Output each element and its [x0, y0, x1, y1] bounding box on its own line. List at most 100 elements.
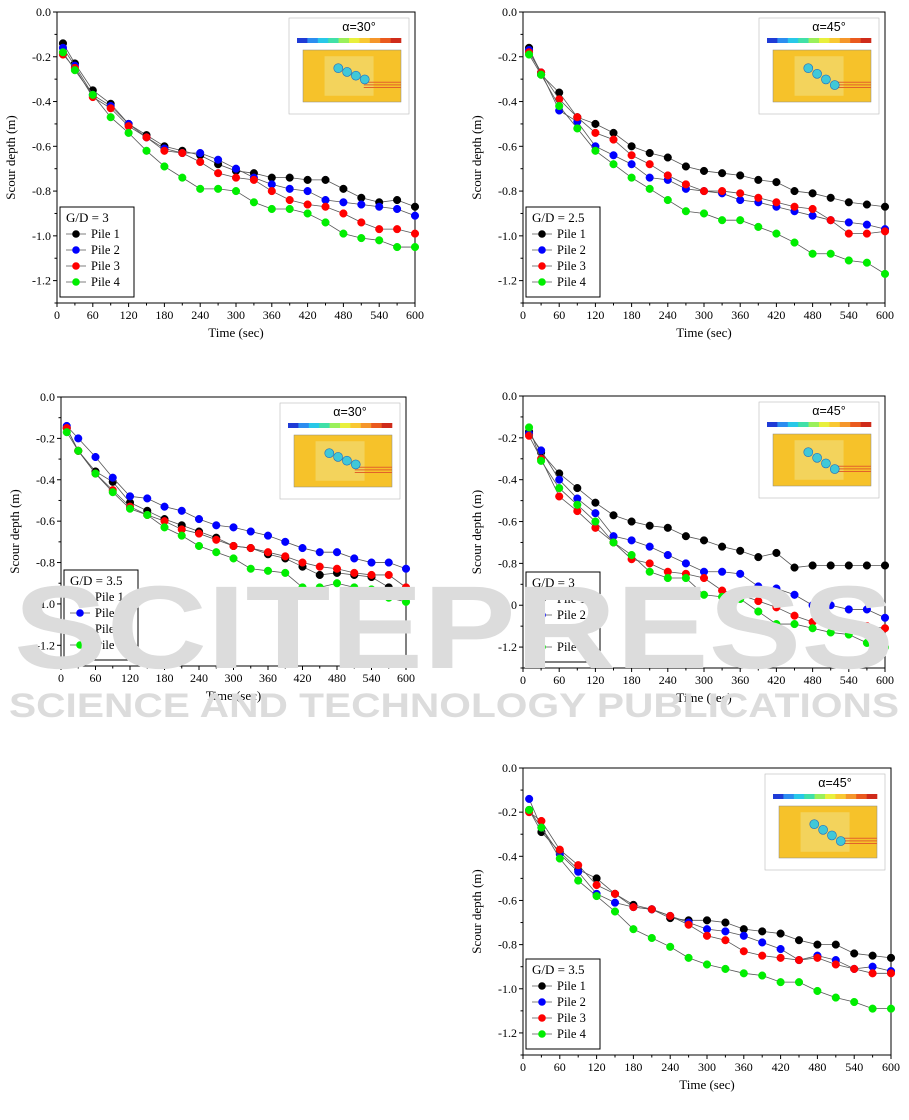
inset-colorbar-segment: [288, 423, 299, 428]
data-point-pile-3: [573, 113, 582, 122]
data-point-pile-2: [525, 794, 534, 803]
y-tick-label: 0.0: [502, 389, 517, 403]
inset-title: α=30°: [333, 405, 366, 419]
data-point-pile-4: [62, 428, 71, 437]
inset-colorbar-segment: [371, 423, 382, 428]
y-tick-label: -0.4: [498, 95, 517, 109]
data-point-pile-3: [794, 956, 804, 965]
x-tick-label: 300: [227, 308, 245, 322]
inset-colorbar-segment: [845, 794, 857, 799]
data-point-pile-4: [610, 907, 620, 916]
inset-colorbar-segment: [329, 423, 341, 428]
data-point-pile-2: [357, 200, 366, 209]
y-tick-label: 0.0: [502, 761, 517, 775]
data-point-pile-2: [91, 452, 100, 462]
x-axis-label: Time (sec): [676, 325, 732, 340]
x-tick-label: 60: [87, 308, 99, 322]
x-tick-label: 360: [263, 308, 281, 322]
data-point-pile-4: [758, 971, 767, 980]
data-point-pile-4: [776, 978, 785, 987]
x-tick-label: 420: [767, 308, 785, 322]
data-point-pile-3: [754, 596, 763, 606]
data-point-pile-2: [332, 548, 342, 557]
data-point-pile-4: [524, 50, 534, 59]
data-point-pile-2: [214, 155, 223, 164]
data-point-pile-4: [214, 184, 223, 193]
data-point-pile-3: [880, 624, 890, 633]
data-point-pile-2: [194, 515, 204, 524]
x-tick-label: 300: [695, 673, 713, 687]
data-point-pile-2: [339, 198, 348, 207]
data-point-pile-4: [647, 933, 656, 943]
legend-label-pile-4: Pile 4: [557, 275, 587, 289]
data-point-pile-3: [645, 559, 654, 568]
data-point-pile-2: [645, 173, 654, 182]
data-point-pile-3: [609, 135, 618, 144]
data-point-pile-4: [178, 173, 187, 182]
data-point-pile-4: [736, 216, 745, 225]
data-point-pile-2: [591, 509, 600, 518]
legend-marker-pile-1: [538, 595, 546, 603]
x-tick-label: 0: [58, 671, 64, 685]
chart-panel-1: 0 60 120 180 240 300 360 420 480 540 600 0.0 -0.2 -0.…: [3, 5, 424, 340]
data-point-pile-1: [393, 195, 402, 205]
data-point-pile-4: [350, 583, 359, 592]
data-point-pile-2: [231, 164, 241, 173]
inset-colorbar-segment: [835, 794, 847, 799]
y-tick-label: -0.2: [32, 50, 51, 64]
data-point-pile-4: [844, 256, 853, 265]
y-tick-label: -0.8: [498, 184, 517, 198]
data-point-pile-4: [886, 1004, 896, 1013]
data-point-pile-3: [826, 620, 835, 629]
data-point-pile-4: [609, 160, 618, 169]
legend-marker-pile-1: [538, 230, 546, 238]
data-point-pile-4: [246, 564, 255, 573]
data-point-pile-2: [776, 944, 785, 954]
inset-colorbar-segment: [860, 422, 872, 427]
data-point-pile-1: [357, 193, 366, 202]
inset-pile-scour-hole: [342, 67, 352, 77]
inset-colorbar-segment: [338, 38, 350, 43]
inset-pile-scour-hole: [835, 836, 846, 846]
data-point-pile-4: [681, 207, 690, 216]
inset-title: α=45°: [812, 20, 845, 34]
data-point-pile-4: [862, 638, 871, 647]
data-point-pile-1: [862, 200, 871, 209]
data-point-pile-2: [610, 898, 620, 907]
data-point-pile-4: [332, 579, 342, 588]
y-tick-label: -1.2: [32, 274, 51, 288]
legend-marker-pile-3: [72, 262, 80, 270]
data-point-pile-4: [142, 146, 151, 155]
y-tick-label: -1.2: [498, 640, 517, 654]
inset-colorbar-segment: [804, 794, 815, 799]
legend-title: G/D = 3: [532, 575, 575, 590]
data-point-pile-4: [772, 229, 781, 238]
data-point-pile-4: [339, 229, 348, 238]
data-point-pile-4: [666, 942, 675, 951]
inset-colorbar-segment: [787, 38, 799, 43]
y-tick-label: -0.8: [498, 938, 517, 952]
y-tick-label: 0.0: [40, 390, 55, 404]
data-point-pile-3: [574, 861, 583, 870]
data-point-pile-3: [142, 133, 151, 142]
x-tick-label: 600: [876, 673, 894, 687]
inset-colorbar-segment: [839, 38, 851, 43]
data-point-pile-2: [721, 927, 730, 936]
inset-colorbar-segment: [850, 38, 861, 43]
x-tick-label: 360: [731, 308, 749, 322]
data-point-pile-2: [196, 148, 205, 158]
inset-colorbar-segment: [839, 422, 851, 427]
data-point-pile-4: [813, 986, 822, 996]
data-point-pile-3: [868, 969, 877, 978]
data-point-pile-3: [410, 229, 420, 238]
data-point-pile-4: [315, 583, 324, 592]
inset-pile-scour-hole: [342, 455, 352, 466]
data-point-pile-1: [699, 166, 709, 175]
y-tick-label: -0.2: [498, 805, 517, 819]
inset-colorbar-segment: [808, 38, 820, 43]
inset-colorbar-segment: [317, 38, 329, 43]
data-point-pile-2: [177, 506, 186, 515]
data-point-pile-2: [263, 531, 273, 540]
data-point-pile-2: [212, 521, 221, 530]
data-point-pile-1: [736, 171, 745, 180]
